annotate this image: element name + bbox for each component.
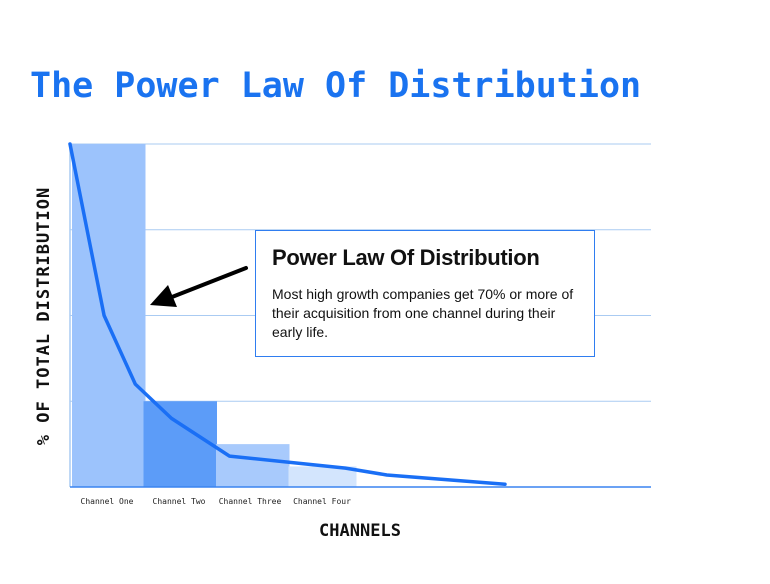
x-tick-label: Channel One [80,497,134,506]
bar [288,466,357,487]
y-axis-label: % OF TOTAL DISTRIBUTION [34,186,54,446]
callout-body: Most high growth companies get 70% or mo… [272,286,574,340]
bar [216,444,290,487]
x-tick-label: Channel Three [218,497,282,506]
x-tick-label: Channel Two [152,497,206,506]
curve [68,142,507,487]
bar [143,401,217,487]
bar [72,144,146,487]
x-tick-label: Channel Four [293,497,351,506]
callout-box: Power Law Of Distribution Most high grow… [255,230,595,357]
callout-arrow-shaft [170,266,248,299]
axes [69,144,651,488]
page-title: The Power Law Of Distribution [30,66,642,106]
bars [72,144,357,487]
x-axis-label: CHANNELS [319,521,401,541]
callout-arrow [150,266,248,307]
series-line [68,142,507,487]
callout-arrow-head [150,285,177,307]
callout-title: Power Law Of Distribution [272,245,540,270]
